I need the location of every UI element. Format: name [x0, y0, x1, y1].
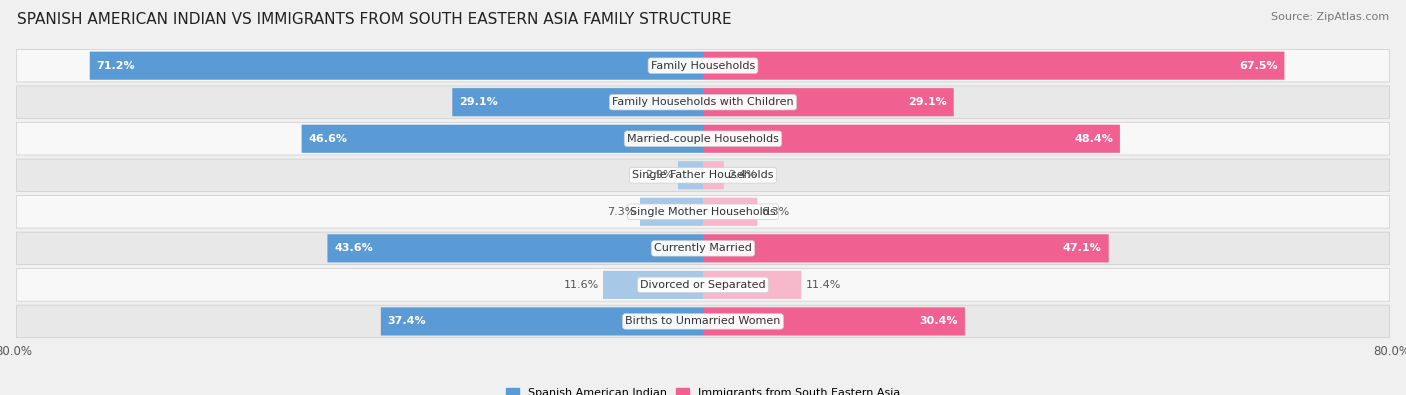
- Text: 71.2%: 71.2%: [97, 61, 135, 71]
- Text: Currently Married: Currently Married: [654, 243, 752, 253]
- Text: Source: ZipAtlas.com: Source: ZipAtlas.com: [1271, 12, 1389, 22]
- Text: 2.4%: 2.4%: [728, 170, 756, 180]
- FancyBboxPatch shape: [17, 49, 1389, 82]
- FancyBboxPatch shape: [90, 52, 703, 80]
- Legend: Spanish American Indian, Immigrants from South Eastern Asia: Spanish American Indian, Immigrants from…: [506, 388, 900, 395]
- FancyBboxPatch shape: [603, 271, 703, 299]
- Text: 6.3%: 6.3%: [762, 207, 790, 217]
- Text: Divorced or Separated: Divorced or Separated: [640, 280, 766, 290]
- FancyBboxPatch shape: [17, 196, 1389, 228]
- Text: Family Households with Children: Family Households with Children: [612, 97, 794, 107]
- FancyBboxPatch shape: [17, 269, 1389, 301]
- FancyBboxPatch shape: [381, 307, 703, 335]
- FancyBboxPatch shape: [703, 234, 1109, 262]
- Text: 7.3%: 7.3%: [607, 207, 636, 217]
- FancyBboxPatch shape: [453, 88, 703, 116]
- Text: 11.4%: 11.4%: [806, 280, 841, 290]
- Text: 37.4%: 37.4%: [388, 316, 426, 326]
- Text: Single Mother Households: Single Mother Households: [630, 207, 776, 217]
- Text: 29.1%: 29.1%: [908, 97, 946, 107]
- Text: 48.4%: 48.4%: [1074, 134, 1114, 144]
- FancyBboxPatch shape: [17, 232, 1389, 265]
- Text: SPANISH AMERICAN INDIAN VS IMMIGRANTS FROM SOUTH EASTERN ASIA FAMILY STRUCTURE: SPANISH AMERICAN INDIAN VS IMMIGRANTS FR…: [17, 12, 731, 27]
- FancyBboxPatch shape: [328, 234, 703, 262]
- FancyBboxPatch shape: [703, 271, 801, 299]
- Text: Married-couple Households: Married-couple Households: [627, 134, 779, 144]
- FancyBboxPatch shape: [703, 52, 1284, 80]
- FancyBboxPatch shape: [17, 122, 1389, 155]
- Text: 30.4%: 30.4%: [920, 316, 957, 326]
- Text: Births to Unmarried Women: Births to Unmarried Women: [626, 316, 780, 326]
- Text: 29.1%: 29.1%: [460, 97, 498, 107]
- FancyBboxPatch shape: [703, 88, 953, 116]
- FancyBboxPatch shape: [678, 161, 703, 189]
- Text: Single Father Households: Single Father Households: [633, 170, 773, 180]
- Text: 11.6%: 11.6%: [564, 280, 599, 290]
- FancyBboxPatch shape: [302, 125, 703, 153]
- Text: 2.9%: 2.9%: [645, 170, 673, 180]
- Text: Family Households: Family Households: [651, 61, 755, 71]
- Text: 46.6%: 46.6%: [308, 134, 347, 144]
- FancyBboxPatch shape: [703, 161, 724, 189]
- FancyBboxPatch shape: [640, 198, 703, 226]
- FancyBboxPatch shape: [17, 305, 1389, 338]
- FancyBboxPatch shape: [17, 159, 1389, 192]
- FancyBboxPatch shape: [703, 125, 1121, 153]
- Text: 47.1%: 47.1%: [1063, 243, 1102, 253]
- Text: 43.6%: 43.6%: [335, 243, 373, 253]
- Text: 67.5%: 67.5%: [1239, 61, 1278, 71]
- FancyBboxPatch shape: [703, 198, 758, 226]
- FancyBboxPatch shape: [17, 86, 1389, 118]
- FancyBboxPatch shape: [703, 307, 965, 335]
